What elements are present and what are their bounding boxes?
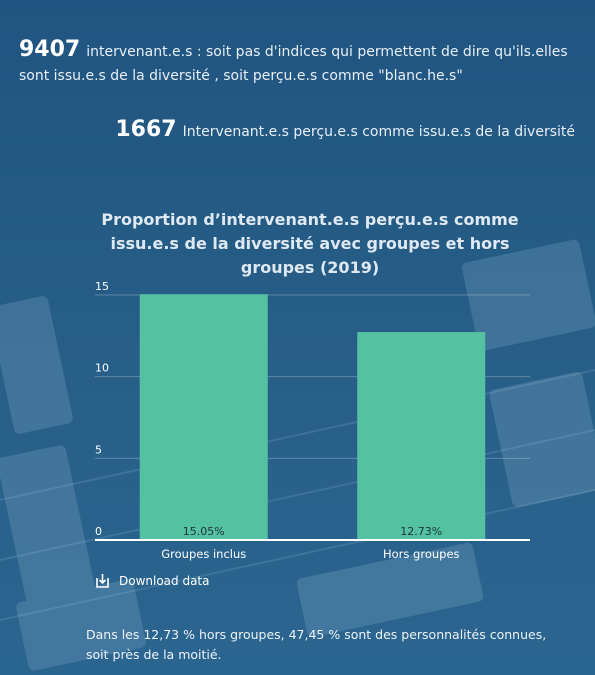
- y-tick-label: 0: [95, 525, 102, 538]
- stat-number: 1667: [115, 117, 177, 142]
- chart-title: Proportion d’intervenant.e.s perçu.e.s c…: [101, 210, 519, 277]
- stat-description: Intervenant.e.s perçu.e.s comme issu.e.s…: [182, 124, 575, 140]
- stat-total-intervenants: 9407 intervenant.e.s : soit pas d'indices…: [19, 38, 579, 88]
- y-tick-label: 10: [95, 362, 109, 375]
- download-icon: [96, 574, 109, 588]
- stat-diversity-intervenants: 1667 Intervenant.e.s perçu.e.s comme issu…: [115, 118, 575, 144]
- data-label: 15.05%: [183, 525, 225, 538]
- footnote: Dans les 12,73 % hors groupes, 47,45 % s…: [86, 627, 547, 662]
- stat-description: intervenant.e.s : soit pas d'indices qui…: [19, 44, 568, 84]
- data-label: 12.73%: [400, 525, 442, 538]
- bar-chart: 0 5 10 15 15.05% Groupes inclus 12.73% Hors gro…: [95, 280, 530, 561]
- stat-number: 9407: [19, 37, 81, 62]
- bar: [139, 294, 268, 540]
- y-tick-label: 5: [95, 443, 102, 456]
- x-tick-label: Hors groupes: [383, 547, 460, 561]
- download-data-button[interactable]: Download data: [94, 572, 210, 589]
- x-tick-label: Groupes inclus: [161, 547, 246, 561]
- download-label: Download data: [119, 573, 210, 588]
- bar: [357, 332, 486, 540]
- y-tick-label: 15: [95, 280, 109, 293]
